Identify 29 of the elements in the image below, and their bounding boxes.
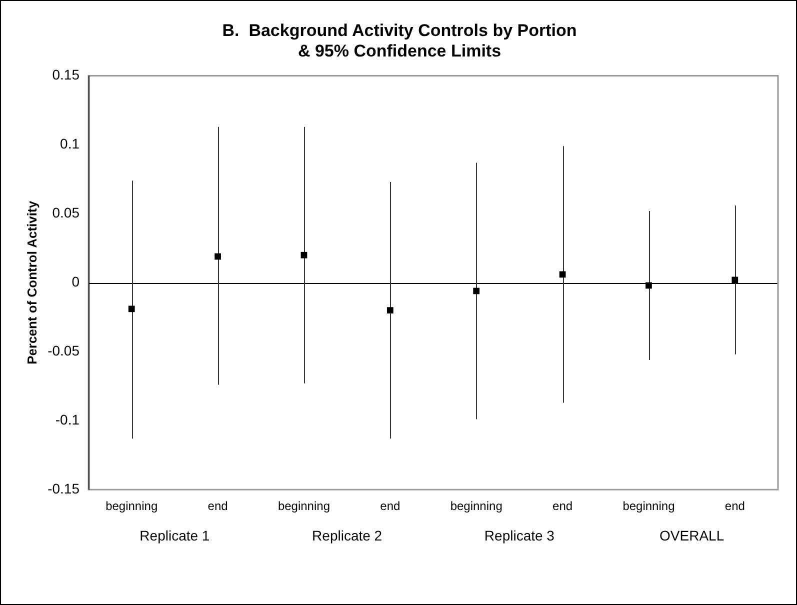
text: OVERALL [660, 527, 724, 544]
x-tick-label: beginning [450, 499, 502, 514]
x-tick-label: end [724, 499, 745, 514]
y-axis-title: Percent of Control Activity [24, 200, 40, 364]
y-tick-label: 0.15 [52, 66, 80, 83]
point [559, 271, 566, 278]
x-tick-label: beginning [622, 499, 675, 514]
point [732, 276, 738, 284]
x-tick-label: end [380, 499, 400, 514]
y-tick-label: -0.15 [48, 480, 80, 496]
y-tick-label: 0 [72, 274, 80, 290]
y-tick-label: 0.05 [52, 204, 80, 221]
x-tick-label: beginning [278, 499, 330, 514]
y-tick-label: -0.05 [48, 342, 80, 359]
point [300, 252, 308, 258]
x-tick-label: end [208, 499, 228, 514]
y-tick-label: -0.1 [55, 411, 80, 428]
text: Replicate 1 [140, 527, 210, 544]
text: Replicate 3 [484, 527, 555, 544]
point [128, 306, 135, 312]
x-tick-label: end [552, 499, 573, 514]
point [214, 253, 221, 260]
point [473, 288, 480, 294]
point [646, 282, 652, 289]
chart-title: B. Background Activity Controls by Portion & 95% Confidence Limits [222, 20, 577, 60]
point [386, 307, 394, 314]
y-tick-label: 0.1 [60, 136, 80, 152]
text: Replicate 2 [312, 527, 382, 544]
x-tick-label: beginning [106, 499, 158, 514]
